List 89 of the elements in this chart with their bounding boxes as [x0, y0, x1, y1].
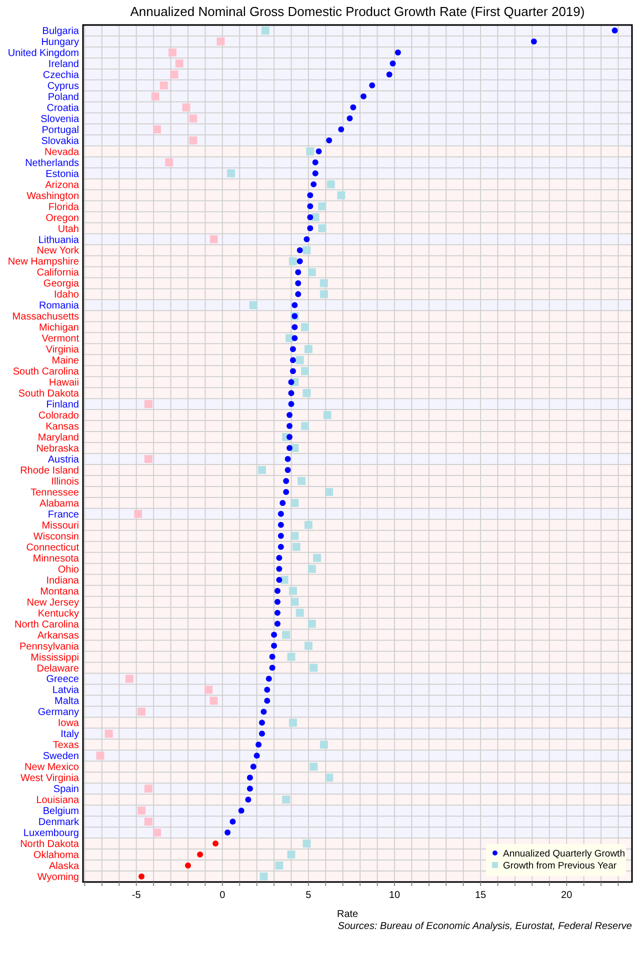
y-tick-label: Wisconsin [33, 531, 79, 542]
y-tick-label: Denmark [38, 817, 80, 828]
y-tick-label: Czechia [42, 70, 80, 81]
y-tick-label: Vermont [42, 334, 80, 345]
y-tick-label: Illinois [51, 476, 79, 488]
y-tick-label: Spain [53, 784, 79, 796]
y-tick-label: Hawaii [48, 378, 79, 389]
y-tick-label: Georgia [43, 278, 80, 290]
y-tick-label: Germany [38, 707, 79, 718]
y-tick-label: Nevada [44, 146, 80, 158]
y-tick-label: Poland [48, 92, 79, 103]
y-tick-label: Massachusetts [12, 312, 79, 323]
y-tick-label: Estonia [46, 168, 80, 180]
x-tick-label: 15 [474, 890, 487, 901]
y-tick-label: Ireland [48, 58, 79, 70]
y-tick-label: North Dakota [20, 839, 80, 850]
y-tick-label: Colorado [38, 410, 80, 422]
y-tick-label: Bulgaria [42, 26, 80, 37]
y-tick-label: Virginia [46, 344, 80, 356]
y-tick-label: Alaska [48, 861, 80, 872]
x-tick-label: 10 [388, 890, 400, 901]
y-tick-label: Belgium [42, 806, 79, 818]
y-tick-label: New Jersey [26, 597, 79, 608]
y-tick-label: Malta [54, 696, 80, 708]
y-tick-label: Hungary [41, 36, 79, 48]
y-tick-label: Arizona [45, 180, 80, 191]
y-tick-label: South Carolina [12, 366, 80, 378]
y-tick-label: California [36, 268, 80, 279]
y-tick-label: Alabama [40, 498, 80, 510]
y-tick-label: North Carolina [14, 619, 80, 630]
y-tick-label: Finland [46, 400, 79, 411]
y-tick-label: Idaho [54, 290, 80, 301]
y-tick-label: Italy [60, 729, 79, 740]
y-tick-label: Florida [48, 202, 80, 213]
y-tick-label: New Hampshire [8, 256, 80, 268]
legend-label: Growth from Previous Year [503, 860, 617, 872]
y-tick-label: Iowa [58, 718, 80, 730]
y-tick-label: Ohio [58, 564, 80, 576]
legend-label: Annualized Quarterly Growth [503, 848, 625, 860]
y-tick-label: Austria [48, 454, 80, 466]
y-tick-label: United Kingdom [8, 48, 79, 59]
y-tick-label: Connecticut [26, 542, 80, 554]
y-tick-label: Portugal [42, 124, 79, 136]
y-tick-label: Pennsylvania [20, 641, 80, 652]
y-tick-label: Maine [52, 356, 80, 367]
y-tick-label: Sweden [42, 751, 79, 762]
y-tick-label: Oregon [46, 212, 79, 224]
y-tick-label: Arkansas [37, 630, 79, 642]
y-tick-label: Oklahoma [33, 850, 80, 862]
y-tick-label: Kansas [46, 422, 79, 433]
y-tick-label: Louisiana [36, 795, 80, 806]
y-tick-label: Missouri [42, 520, 79, 532]
y-tick-label: Montana [40, 586, 80, 598]
y-tick-label: South Dakota [18, 388, 80, 400]
x-tick-label: 0 [220, 890, 226, 901]
x-axis-title: Rate [337, 909, 359, 920]
source-note: Sources: Bureau of Economic Analysis, Eurostat, Federal Reserve [338, 921, 632, 932]
y-tick-label: Luxembourg [23, 828, 79, 840]
y-tick-label: Romania [38, 300, 80, 312]
y-tick-label: Latvia [52, 685, 80, 696]
x-tick-label: 20 [561, 890, 573, 901]
y-tick-label: France [48, 509, 80, 520]
y-tick-label: Texas [52, 740, 79, 752]
y-tick-label: Kentucky [38, 608, 79, 620]
y-tick-label: Cyprus [47, 80, 79, 92]
y-tick-label: Lithuania [38, 234, 80, 246]
y-tick-label: Slovakia [41, 136, 80, 147]
y-tick-label: Slovenia [40, 114, 80, 125]
y-tick-label: New Mexico [24, 762, 80, 774]
y-tick-label: Tennessee [30, 487, 80, 498]
y-tick-label: Michigan [38, 322, 79, 334]
y-tick-label: Mississippi [30, 652, 79, 664]
y-tick-label: Utah [58, 224, 79, 235]
chart-title: Annualized Nominal Gross Domestic Product Growth Rate (First Quarter 2019) [130, 4, 585, 19]
y-tick-label: Indiana [46, 575, 80, 586]
y-tick-label: Minnesota [32, 553, 80, 564]
x-tick-label: 5 [306, 890, 312, 901]
y-tick-label: Croatia [46, 102, 80, 114]
y-tick-label: Rhode Island [20, 465, 79, 476]
y-tick-label: New York [36, 246, 80, 257]
y-tick-label: Wyoming [37, 872, 79, 884]
y-tick-label: West Virginia [20, 773, 80, 784]
y-tick-label: Nebraska [36, 444, 80, 455]
y-tick-label: Washington [26, 190, 79, 202]
y-tick-label: Netherlands [25, 158, 79, 169]
y-tick-label: Greece [46, 674, 80, 686]
x-tick-label: -5 [132, 890, 142, 901]
y-tick-label: Maryland [38, 432, 79, 444]
y-tick-label: Delaware [36, 663, 80, 674]
